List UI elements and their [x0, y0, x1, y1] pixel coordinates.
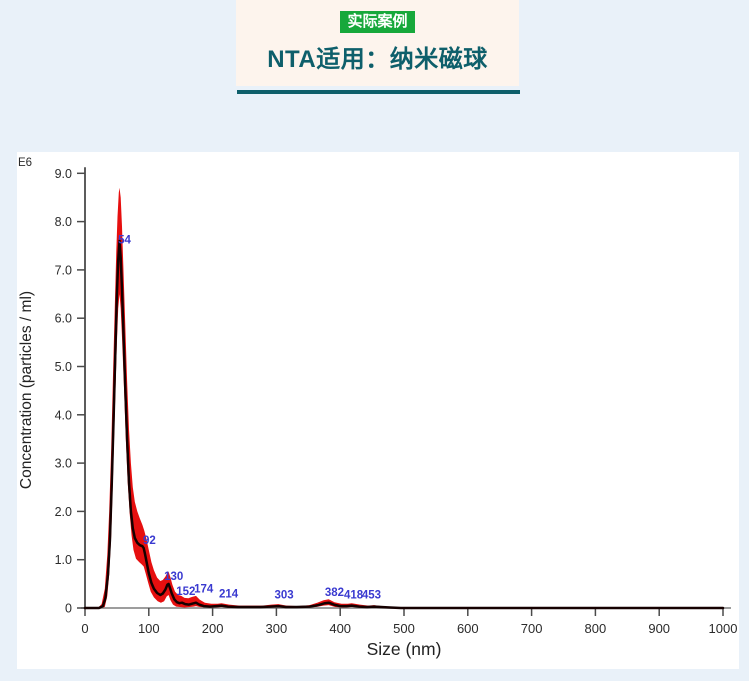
title-underline	[237, 90, 520, 94]
x-tick-label: 1000	[709, 621, 738, 636]
x-tick-label: 600	[457, 621, 479, 636]
peak-label: 174	[194, 584, 214, 596]
y-unit-label: E6	[18, 157, 32, 169]
y-tick-label: 4.0	[55, 408, 72, 422]
x-tick-label: 400	[329, 621, 351, 636]
peak-label: 92	[143, 535, 156, 547]
x-tick-label: 700	[521, 621, 543, 636]
x-tick-label: 900	[648, 621, 670, 636]
x-tick-label: 0	[81, 621, 88, 636]
nta-size-distribution-chart: 9.0 8.0 7.0 6.0 5.0 4.0 3.0 2.0 1.0 0 0 100 200 300 40…	[17, 152, 739, 669]
peak-label: 453	[362, 589, 381, 601]
y-axis-title: Concentration (particles / ml)	[18, 291, 35, 489]
y-tick-label: 3.0	[55, 457, 72, 471]
peak-label: 418	[344, 589, 364, 601]
chart-svg: 9.0 8.0 7.0 6.0 5.0 4.0 3.0 2.0 1.0 00 100 200 300 40…	[18, 157, 738, 659]
peak-label: 382	[325, 587, 344, 599]
peak-label: 303	[274, 589, 293, 601]
peak-label: 214	[219, 588, 239, 600]
case-badge: 实际案例	[340, 11, 415, 33]
x-tick-label: 300	[266, 621, 288, 636]
x-tick-label: 800	[585, 621, 607, 636]
x-tick-label: 500	[393, 621, 415, 636]
x-tick-label: 200	[202, 621, 224, 636]
peak-label: 152	[176, 586, 195, 598]
y-tick-label: 8.0	[55, 215, 72, 229]
peak-label: 130	[164, 571, 183, 583]
y-tick-label: 7.0	[55, 263, 72, 277]
y-tick-label: 1.0	[55, 553, 72, 567]
std-band-area	[85, 187, 723, 609]
y-tick-label: 5.0	[55, 360, 72, 374]
y-tick-label: 6.0	[55, 312, 72, 326]
x-tick-label: 100	[138, 621, 160, 636]
x-axis-title: Size (nm)	[367, 639, 442, 659]
page-title: NTA适用：纳米磁球	[267, 46, 488, 73]
y-tick-label: 9.0	[55, 167, 72, 181]
header-card: 实际案例 NTA适用：纳米磁球	[236, 0, 519, 86]
y-tick-label: 0	[65, 602, 72, 616]
mean-line	[83, 239, 725, 610]
peak-label: 54	[118, 234, 131, 246]
y-tick-label: 2.0	[55, 505, 72, 519]
